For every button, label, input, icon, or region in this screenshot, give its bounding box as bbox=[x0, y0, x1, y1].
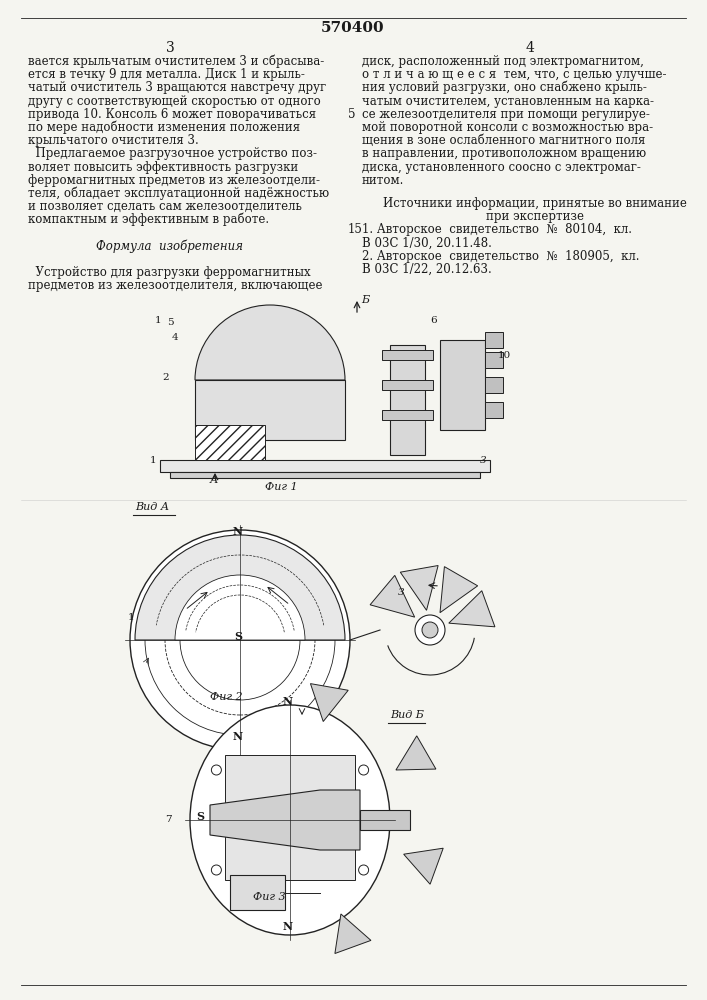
Bar bbox=[485, 402, 503, 418]
Bar bbox=[485, 332, 503, 348]
Text: 1: 1 bbox=[155, 316, 162, 325]
Text: ферромагнитных предметов из железоотдели-: ферромагнитных предметов из железоотдели… bbox=[28, 174, 320, 187]
Text: привода 10. Консоль 6 может поворачиваться: привода 10. Консоль 6 может поворачивать… bbox=[28, 108, 316, 121]
Polygon shape bbox=[210, 790, 360, 850]
Text: 3: 3 bbox=[480, 456, 486, 465]
Text: 1. Авторское  свидетельство  №  80104,  кл.: 1. Авторское свидетельство № 80104, кл. bbox=[362, 223, 632, 236]
Text: нитом.: нитом. bbox=[362, 174, 404, 187]
Text: Формула  изобретения: Формула изобретения bbox=[96, 239, 243, 253]
Text: Вид А: Вид А bbox=[135, 502, 169, 512]
Circle shape bbox=[358, 865, 368, 875]
Circle shape bbox=[358, 765, 368, 775]
Bar bbox=[382, 380, 433, 390]
Text: о т л и ч а ю щ е е с я  тем, что, с целью улучше-: о т л и ч а ю щ е е с я тем, что, с цель… bbox=[362, 68, 667, 81]
Bar bbox=[230, 875, 285, 910]
Bar bbox=[170, 472, 480, 478]
Text: Предлагаемое разгрузочное устройство поз-: Предлагаемое разгрузочное устройство поз… bbox=[28, 147, 317, 160]
Text: вается крыльчатым очистителем 3 и сбрасыва-: вается крыльчатым очистителем 3 и сбрасы… bbox=[28, 54, 325, 68]
Bar bbox=[440, 340, 485, 430]
Text: 6: 6 bbox=[430, 316, 437, 325]
Polygon shape bbox=[310, 684, 349, 722]
Text: другу с соответствующей скоростью от одного: другу с соответствующей скоростью от одн… bbox=[28, 95, 321, 108]
Bar bbox=[382, 410, 433, 420]
Text: компактным и эффективным в работе.: компактным и эффективным в работе. bbox=[28, 213, 269, 226]
Text: N: N bbox=[233, 526, 243, 537]
Text: 15: 15 bbox=[348, 223, 363, 236]
Bar bbox=[195, 425, 265, 460]
Text: 1: 1 bbox=[128, 613, 134, 622]
Ellipse shape bbox=[190, 705, 390, 935]
Text: 7: 7 bbox=[165, 815, 172, 824]
Polygon shape bbox=[404, 848, 443, 884]
Text: 5: 5 bbox=[348, 108, 356, 121]
Text: чатый очиститель 3 вращаются навстречу друг: чатый очиститель 3 вращаются навстречу д… bbox=[28, 81, 326, 94]
Bar bbox=[382, 350, 433, 360]
Text: N: N bbox=[233, 731, 243, 742]
Bar bbox=[225, 755, 355, 810]
Wedge shape bbox=[195, 305, 345, 380]
Bar bbox=[225, 825, 355, 880]
Text: 4: 4 bbox=[525, 41, 534, 55]
Text: щения в зоне ослабленного магнитного поля: щения в зоне ослабленного магнитного пол… bbox=[362, 134, 645, 147]
Text: 3: 3 bbox=[165, 41, 175, 55]
Text: ется в течку 9 для металла. Диск 1 и крыль-: ется в течку 9 для металла. Диск 1 и кры… bbox=[28, 68, 305, 81]
Text: Вид Б: Вид Б bbox=[390, 710, 424, 720]
Text: при экспертизе: при экспертизе bbox=[486, 210, 584, 223]
Bar bbox=[485, 377, 503, 393]
Text: Фиг 1: Фиг 1 bbox=[265, 482, 298, 492]
Bar bbox=[360, 810, 410, 830]
Text: мой поворотной консоли с возможностью вра-: мой поворотной консоли с возможностью вр… bbox=[362, 121, 653, 134]
Bar bbox=[485, 352, 503, 368]
Polygon shape bbox=[440, 567, 478, 613]
Polygon shape bbox=[396, 736, 436, 770]
Text: се железоотделителя при помощи регулируе-: се железоотделителя при помощи регулируе… bbox=[362, 108, 650, 121]
Text: воляет повысить эффективность разгрузки: воляет повысить эффективность разгрузки bbox=[28, 161, 298, 174]
Text: Фиг 2: Фиг 2 bbox=[210, 692, 243, 702]
Bar bbox=[195, 380, 345, 440]
Polygon shape bbox=[400, 566, 438, 610]
Text: В 03С 1/30, 20.11.48.: В 03С 1/30, 20.11.48. bbox=[362, 237, 492, 250]
Text: ния условий разгрузки, оно снабжено крыль-: ния условий разгрузки, оно снабжено крыл… bbox=[362, 81, 647, 94]
Polygon shape bbox=[335, 914, 371, 954]
Text: Устройство для разгрузки ферромагнитных: Устройство для разгрузки ферромагнитных bbox=[28, 266, 310, 279]
Circle shape bbox=[415, 615, 445, 645]
Wedge shape bbox=[175, 575, 305, 640]
Text: 3: 3 bbox=[398, 588, 404, 597]
Text: N: N bbox=[283, 921, 293, 932]
Text: А: А bbox=[210, 475, 218, 485]
Text: 4: 4 bbox=[172, 333, 179, 342]
Text: 2: 2 bbox=[162, 373, 169, 382]
Text: В 03С 1/22, 20.12.63.: В 03С 1/22, 20.12.63. bbox=[362, 263, 492, 276]
Polygon shape bbox=[370, 575, 415, 617]
Text: Фиг 3: Фиг 3 bbox=[253, 892, 286, 902]
Text: S: S bbox=[196, 811, 204, 822]
Wedge shape bbox=[135, 535, 345, 640]
Text: чатым очистителем, установленным на карка-: чатым очистителем, установленным на карк… bbox=[362, 95, 654, 108]
Text: крыльчатого очистителя 3.: крыльчатого очистителя 3. bbox=[28, 134, 199, 147]
Text: 2. Авторское  свидетельство  №  180905,  кл.: 2. Авторское свидетельство № 180905, кл. bbox=[362, 250, 640, 263]
Text: 570400: 570400 bbox=[321, 21, 385, 35]
Text: теля, обладает эксплуатационной надёжностью: теля, обладает эксплуатационной надёжнос… bbox=[28, 186, 329, 200]
Bar bbox=[160, 460, 490, 472]
Text: диска, установленного соосно с электромаг-: диска, установленного соосно с электрома… bbox=[362, 161, 641, 174]
Circle shape bbox=[130, 530, 350, 750]
Polygon shape bbox=[449, 591, 495, 627]
Text: Б: Б bbox=[361, 295, 369, 305]
Text: Источники информации, принятые во внимание: Источники информации, принятые во вниман… bbox=[383, 197, 687, 210]
Circle shape bbox=[211, 865, 221, 875]
Bar bbox=[390, 345, 425, 455]
Text: в направлении, противоположном вращению: в направлении, противоположном вращению bbox=[362, 147, 646, 160]
Text: S: S bbox=[234, 631, 242, 642]
Text: по мере надобности изменения положения: по мере надобности изменения положения bbox=[28, 120, 300, 134]
Text: и позволяет сделать сам железоотделитель: и позволяет сделать сам железоотделитель bbox=[28, 200, 302, 213]
Text: предметов из железоотделителя, включающее: предметов из железоотделителя, включающе… bbox=[28, 279, 322, 292]
Circle shape bbox=[211, 765, 221, 775]
Text: 1: 1 bbox=[150, 456, 157, 465]
Text: 5: 5 bbox=[167, 318, 174, 327]
Text: N: N bbox=[283, 696, 293, 707]
Text: диск, расположенный под электромагнитом,: диск, расположенный под электромагнитом, bbox=[362, 55, 644, 68]
Text: 10: 10 bbox=[498, 351, 511, 360]
Circle shape bbox=[422, 622, 438, 638]
